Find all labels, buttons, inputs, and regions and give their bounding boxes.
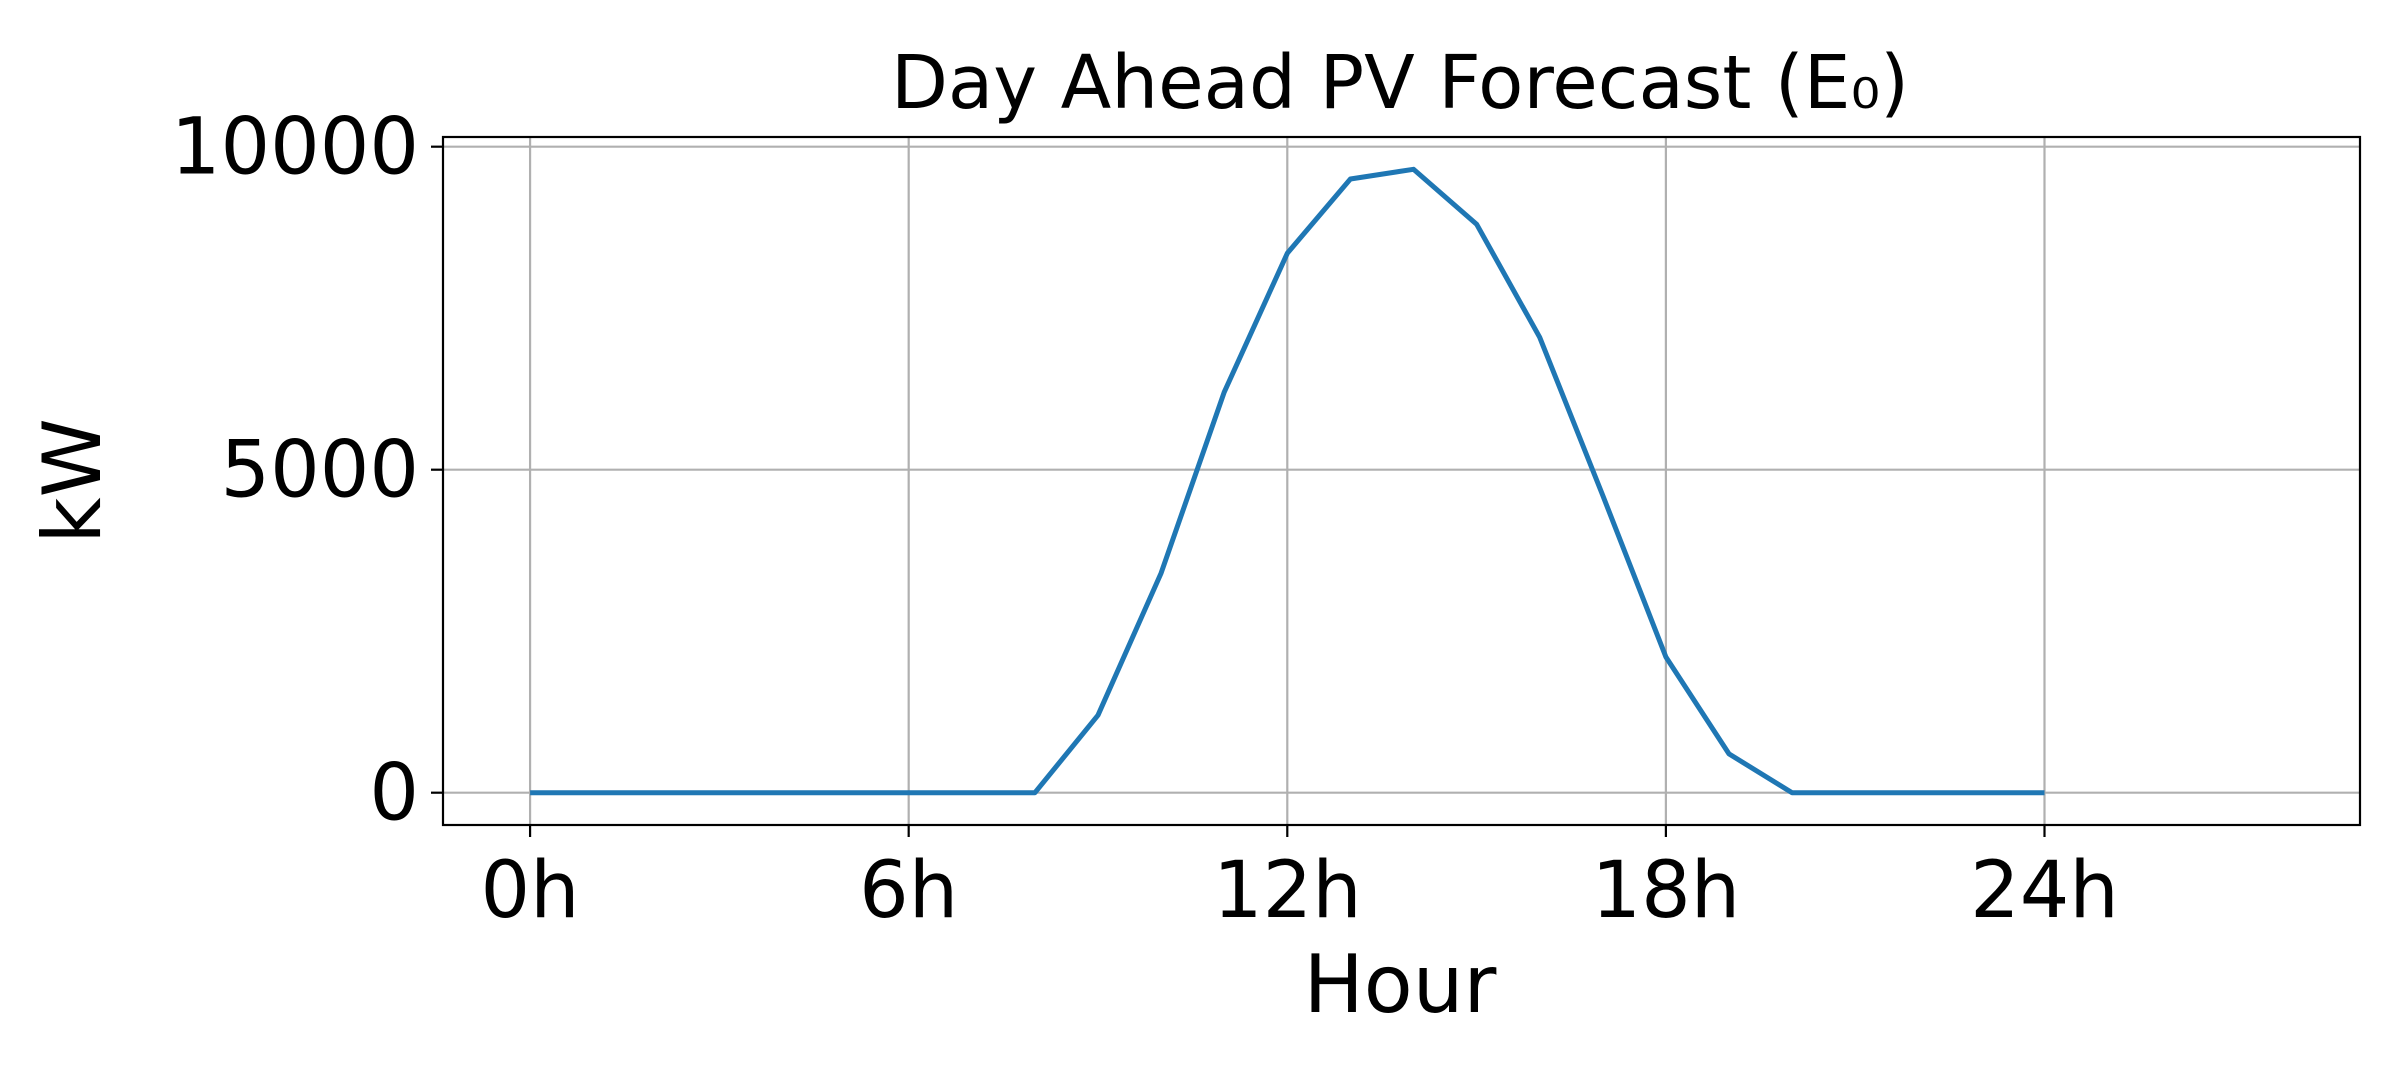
tick-layer: 0h 6h 12h 18h 24h 0 5000 10000 — [171, 103, 2119, 936]
x-tick-label: 12h — [1213, 846, 1362, 936]
y-tick-label: 0 — [369, 749, 419, 839]
chart-title: Day Ahead PV Forecast (E₀) — [891, 40, 1909, 126]
series-line — [530, 166, 2045, 796]
grid-layer — [443, 137, 2360, 825]
y-tick-label: 5000 — [220, 426, 419, 516]
y-tick-label: 10000 — [171, 103, 419, 193]
x-tick-label: 0h — [481, 846, 580, 936]
series-layer — [530, 166, 2045, 796]
x-tick-label: 18h — [1592, 846, 1741, 936]
x-tick-label: 6h — [859, 846, 958, 936]
plot-frame — [441, 135, 2362, 827]
y-axis-label: kW — [26, 418, 119, 543]
x-axis-label: Hour — [1304, 938, 1497, 1031]
x-tick-label: 24h — [1970, 846, 2119, 936]
